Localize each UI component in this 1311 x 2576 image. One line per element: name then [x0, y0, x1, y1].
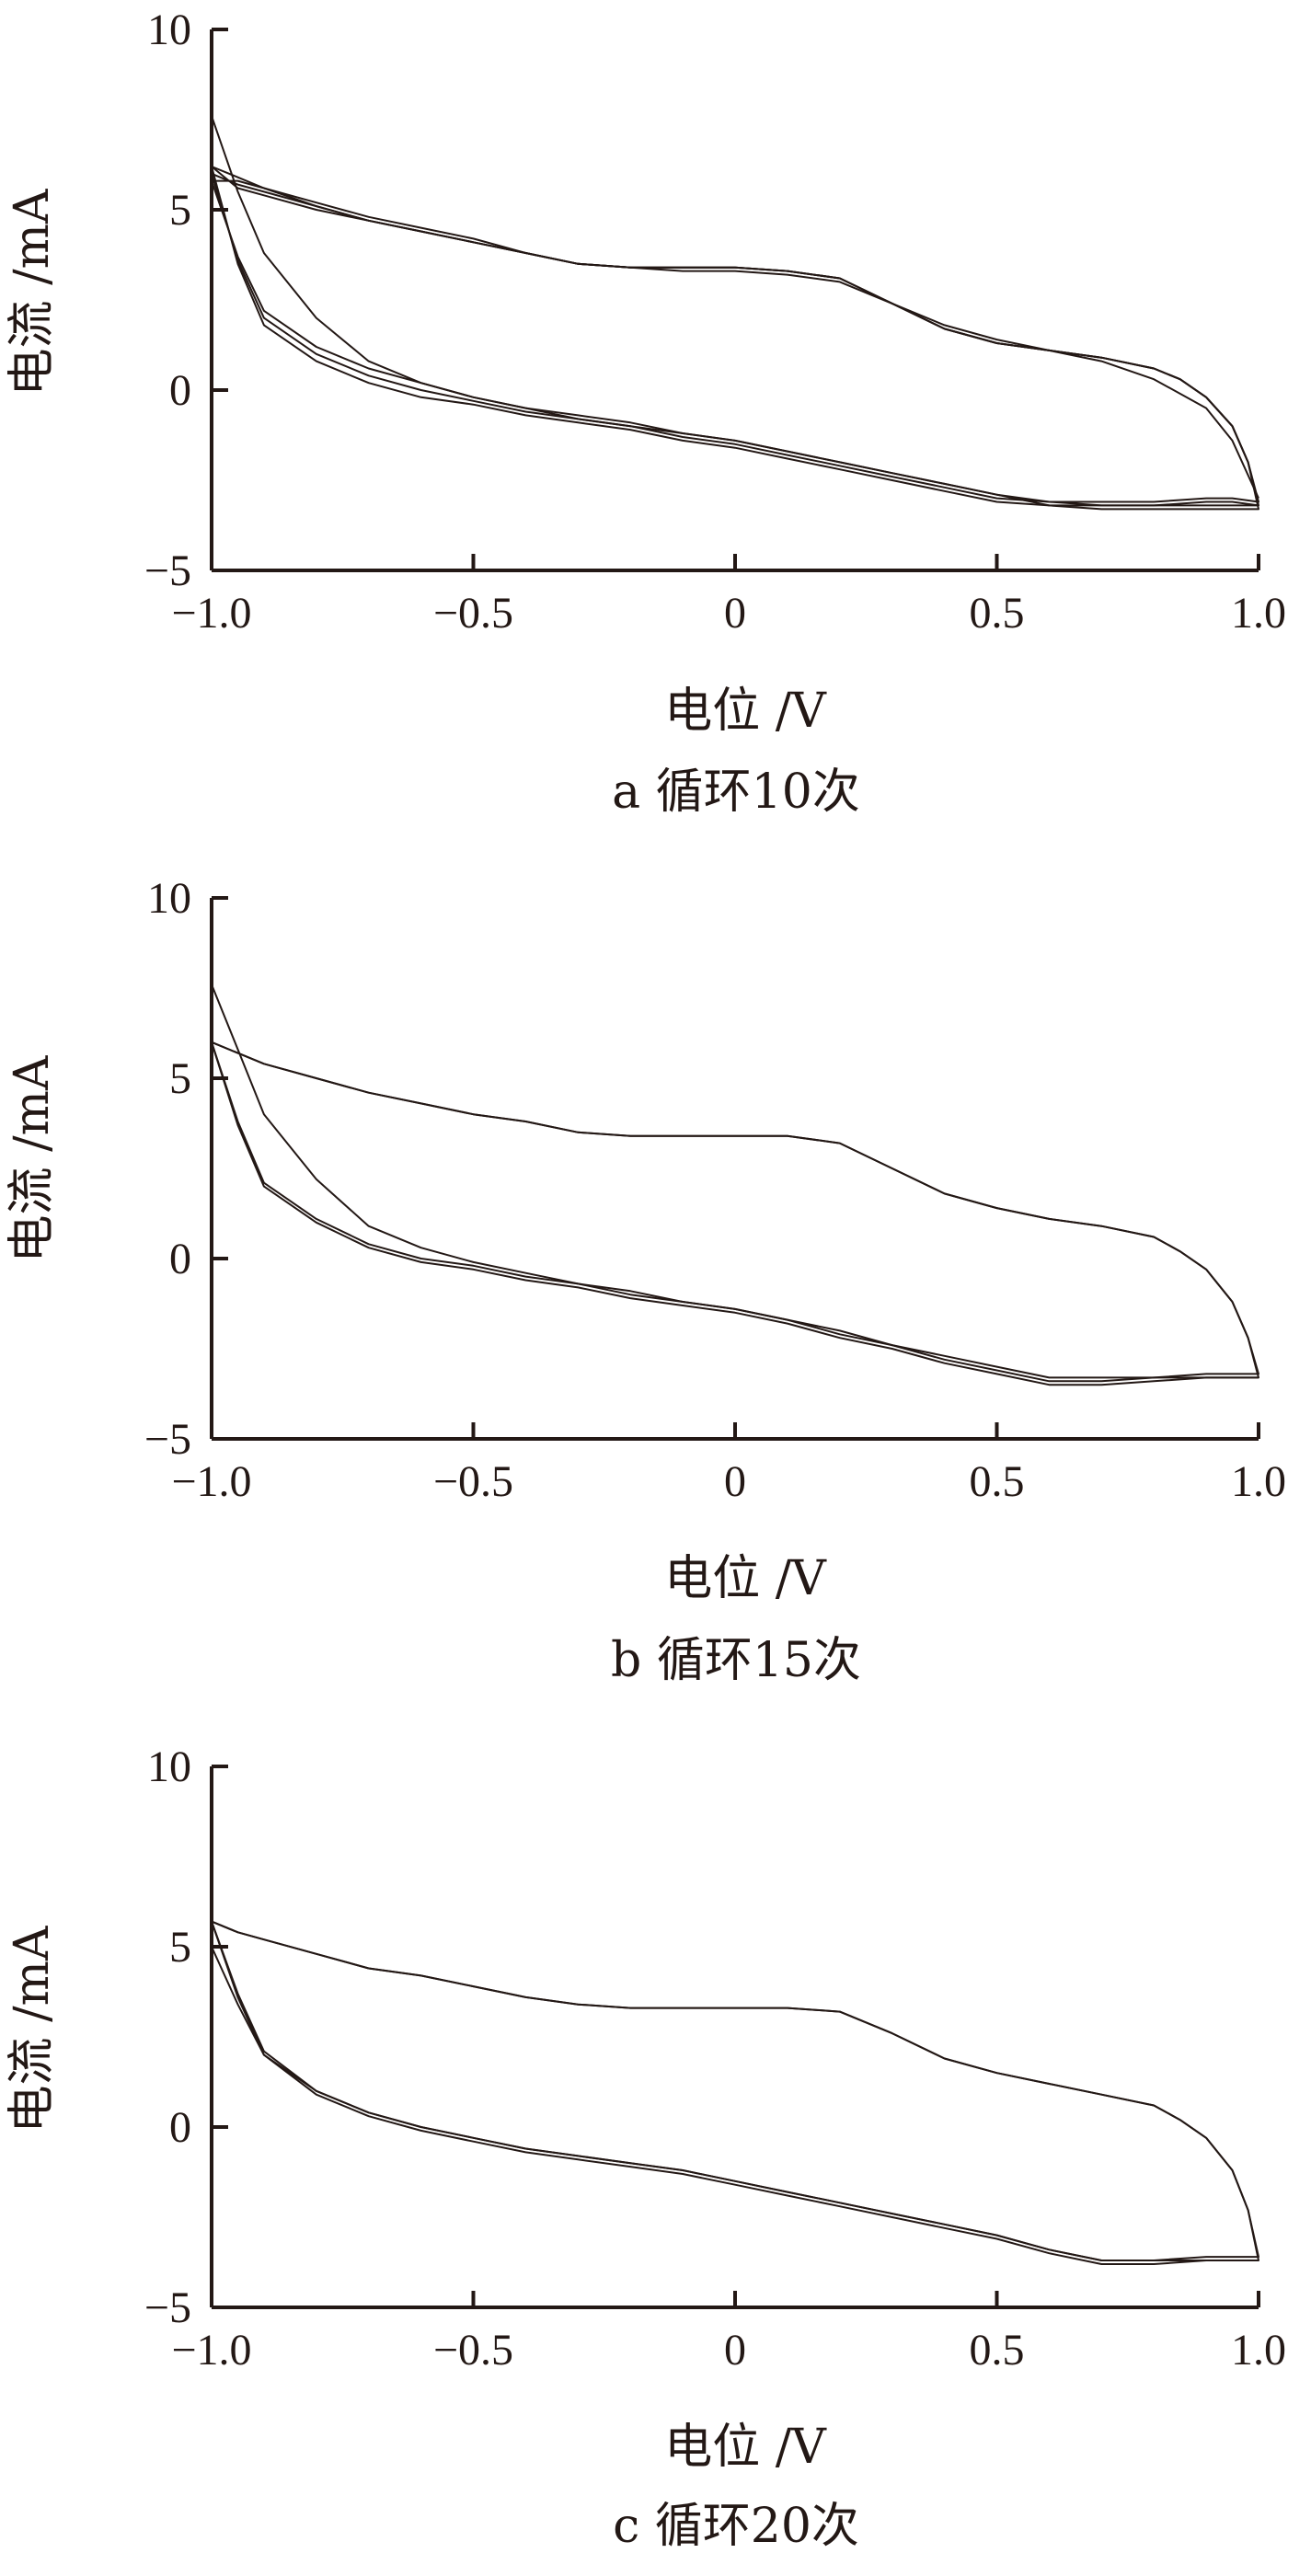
cv-curve [211, 1041, 1259, 1383]
cv-curve [211, 1920, 1259, 2261]
y-tick-label: −5 [144, 546, 191, 595]
x-tick-label: 0 [724, 2326, 746, 2375]
y-tick-label: 10 [147, 6, 191, 54]
panel-caption: b 循环15次 [611, 1633, 861, 1688]
x-tick-label: 0.5 [970, 589, 1025, 638]
x-tick-label: −0.5 [433, 589, 513, 638]
y-tick-label: 0 [169, 2103, 191, 2152]
panel-caption: c 循环20次 [613, 2499, 859, 2554]
x-tick-label: −1.0 [171, 589, 251, 638]
cv-curve [211, 1920, 1259, 2265]
y-axis-title: 电流 /mA [5, 1925, 60, 2133]
x-tick-label: 0.5 [970, 1457, 1025, 1506]
x-tick-label: 1.0 [1231, 1457, 1286, 1506]
plot-area: −5 0 5 10 −1.0 −0.5 0 0.5 1.0 [144, 874, 1286, 1506]
panel-b: 电流 /mA −5 0 5 10 −1.0 −0.5 0 0.5 1.0 电位 /V b 循环1… [5, 874, 1286, 1688]
y-tick-label: 0 [169, 1235, 191, 1283]
y-tick-label: 5 [169, 1923, 191, 1972]
x-tick-label: −0.5 [433, 2326, 513, 2375]
cv-curve [211, 115, 1259, 507]
x-tick-label: −0.5 [433, 1457, 513, 1506]
cv-curve [211, 179, 1259, 511]
plot-area: −5 0 5 10 −1.0 −0.5 0 0.5 1.0 [144, 1742, 1286, 2375]
y-tick-label: 0 [169, 366, 191, 415]
x-tick-label: 1.0 [1231, 2326, 1286, 2375]
panel-caption: a 循环10次 [612, 765, 860, 820]
x-tick-label: −1.0 [171, 2326, 251, 2375]
cv-curve [211, 983, 1259, 1379]
y-tick-label: 5 [169, 186, 191, 235]
panel-a: 电流 /mA −5 0 5 10 −1.0 −0.5 0 0.5 1.0 电位 /V a 循环1… [5, 6, 1286, 820]
y-axis-title: 电流 /mA [5, 1054, 60, 1262]
cv-curve [211, 172, 1259, 503]
x-axis-title: 电位 /V [664, 1551, 827, 1606]
y-tick-label: −5 [144, 2283, 191, 2332]
y-tick-label: 10 [147, 1742, 191, 1791]
x-tick-label: −1.0 [171, 1457, 251, 1506]
x-tick-label: 0 [724, 589, 746, 638]
x-tick-label: 0.5 [970, 2326, 1025, 2375]
y-tick-label: 10 [147, 874, 191, 923]
panel-c: 电流 /mA −5 0 5 10 −1.0 −0.5 0 0.5 1.0 电位 /V c 循环2… [5, 1742, 1286, 2554]
x-axis-title: 电位 /V [664, 2420, 827, 2475]
x-tick-label: 0 [724, 1457, 746, 1506]
x-tick-label: 1.0 [1231, 589, 1286, 638]
y-axis-title: 电流 /mA [5, 188, 60, 396]
x-axis-title: 电位 /V [664, 684, 827, 739]
y-tick-label: 5 [169, 1054, 191, 1103]
plot-area: −5 0 5 10 −1.0 −0.5 0 0.5 1.0 [144, 6, 1286, 638]
y-tick-label: −5 [144, 1415, 191, 1464]
cv-curve [211, 166, 1259, 500]
cv-curve [211, 1946, 1259, 2261]
